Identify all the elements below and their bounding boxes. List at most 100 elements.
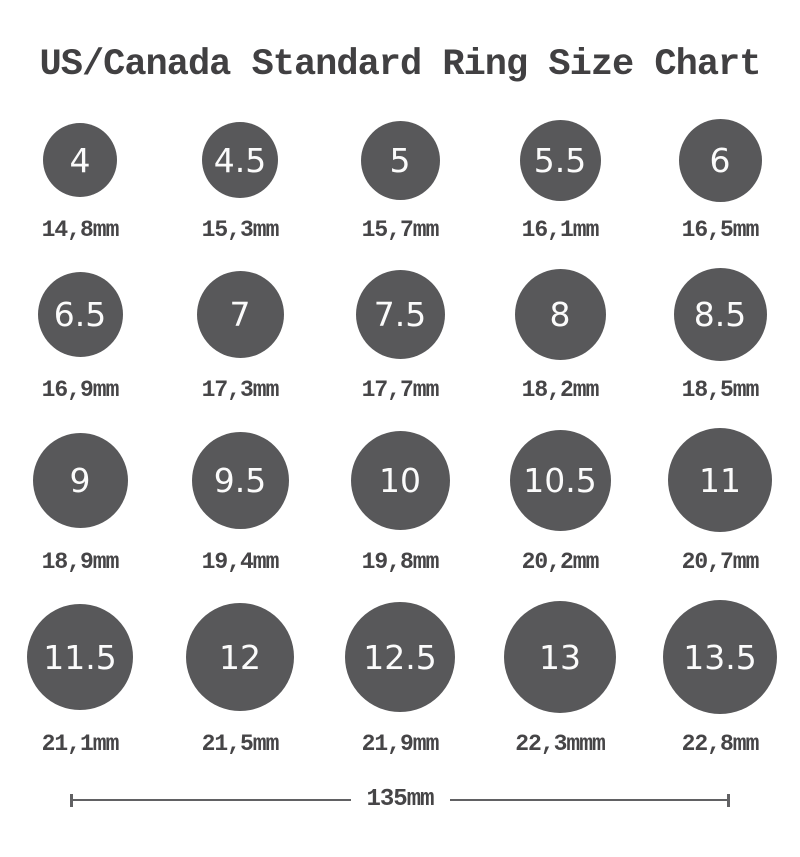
ring-cell: 7 17,3mm xyxy=(160,242,320,402)
ring-circle: 11.5 xyxy=(27,604,133,710)
ring-circle: 7 xyxy=(196,270,284,358)
ring-diameter-label: 17,3mm xyxy=(201,377,280,403)
ring-circle: 8.5 xyxy=(673,267,767,361)
ring-row: 9 18,9mm 9.5 19,4mm 10 19,8mm 10.5 20,2mm 11 20,7… xyxy=(0,402,800,574)
ring-size-number: 8 xyxy=(549,294,571,334)
ring-diameter-label: 21,9mm xyxy=(361,731,440,757)
ring-size-number: 4.5 xyxy=(213,140,267,180)
ring-cell: 13.5 22,8mm xyxy=(640,574,800,756)
ring-size-number: 6 xyxy=(709,140,731,180)
ring-circle-area: 6.5 xyxy=(37,258,123,370)
ring-cell: 10.5 20,2mm xyxy=(480,402,640,574)
ring-row: 4 14,8mm 4.5 15,3mm 5 15,7mm 5.5 16,1mm 6 16,5mm xyxy=(0,110,800,242)
ring-circle-area: 6 xyxy=(678,110,762,210)
ring-circle: 13.5 xyxy=(663,600,777,714)
ring-circle: 6.5 xyxy=(37,271,123,357)
ring-diameter-label: 14,8mm xyxy=(41,217,120,243)
ring-cell: 6.5 16,9mm xyxy=(0,242,160,402)
ring-cell: 4.5 15,3mm xyxy=(160,110,320,242)
ring-size-number: 12 xyxy=(219,637,261,677)
ring-size-number: 10.5 xyxy=(523,460,597,500)
ring-circle-area: 8.5 xyxy=(673,258,767,370)
ring-size-number: 5.5 xyxy=(533,140,587,180)
ring-circle-area: 4.5 xyxy=(202,110,278,210)
ring-circle-area: 7 xyxy=(196,258,284,370)
ring-size-number: 10 xyxy=(379,460,421,500)
ruler-line-left xyxy=(73,799,351,801)
ring-size-number: 12.5 xyxy=(363,637,437,677)
ring-circle: 7.5 xyxy=(355,269,445,359)
ring-circle-area: 10 xyxy=(350,418,450,542)
ring-circle-area: 12 xyxy=(186,590,294,724)
ring-cell: 13 22,3mmm xyxy=(480,574,640,756)
ruler-line-right xyxy=(449,799,728,801)
ring-cell: 12.5 21,9mm xyxy=(320,574,480,756)
ring-size-number: 8.5 xyxy=(693,294,747,334)
ring-diameter-label: 19,8mm xyxy=(361,549,440,575)
ring-diameter-label: 22,3mmm xyxy=(515,731,606,757)
ring-size-number: 13 xyxy=(539,637,581,677)
ring-circle: 9.5 xyxy=(191,431,289,529)
ring-diameter-label: 21,1mm xyxy=(41,731,120,757)
ring-size-number: 13.5 xyxy=(683,637,757,677)
ring-circle-area: 7.5 xyxy=(355,258,445,370)
ring-diameter-label: 18,2mm xyxy=(521,377,600,403)
ring-circle-area: 11 xyxy=(668,418,772,542)
ring-circle: 12 xyxy=(186,603,294,711)
ring-diameter-label: 18,5mm xyxy=(681,377,760,403)
ring-circle-area: 13 xyxy=(504,590,616,724)
ring-size-number: 9 xyxy=(69,460,91,500)
ring-circle: 5 xyxy=(360,120,440,200)
ring-circle-area: 4 xyxy=(43,110,117,210)
ring-size-number: 6.5 xyxy=(53,294,107,334)
ruler-left-cap-icon xyxy=(70,793,73,807)
ring-diameter-label: 16,5mm xyxy=(681,217,760,243)
ring-cell: 4 14,8mm xyxy=(0,110,160,242)
ring-circle: 13 xyxy=(504,601,616,713)
ring-cell: 8 18,2mm xyxy=(480,242,640,402)
ring-cell: 11.5 21,1mm xyxy=(0,574,160,756)
ring-size-number: 7 xyxy=(229,294,251,334)
ring-diameter-label: 19,4mm xyxy=(201,549,280,575)
ruler-label: 135mm xyxy=(366,786,435,813)
ring-cell: 8.5 18,5mm xyxy=(640,242,800,402)
ring-size-number: 7.5 xyxy=(373,294,427,334)
ring-diameter-label: 16,9mm xyxy=(41,377,120,403)
ring-circle-area: 5 xyxy=(360,110,440,210)
ring-circle-area: 9 xyxy=(32,418,128,542)
ring-size-number: 9.5 xyxy=(213,460,267,500)
ring-row: 11.5 21,1mm 12 21,5mm 12.5 21,9mm 13 22,3mmm 13.… xyxy=(0,574,800,756)
ring-circle: 8 xyxy=(514,268,606,360)
ring-circle: 5.5 xyxy=(519,119,601,201)
ring-circle-area: 13.5 xyxy=(663,590,777,724)
ring-circle: 4.5 xyxy=(202,122,278,198)
ring-cell: 5 15,7mm xyxy=(320,110,480,242)
ring-size-number: 11.5 xyxy=(43,637,117,677)
ring-circle-area: 12.5 xyxy=(345,590,455,724)
ring-circle: 11 xyxy=(668,428,772,532)
ring-diameter-label: 18,9mm xyxy=(41,549,120,575)
ring-diameter-label: 22,8mm xyxy=(681,731,760,757)
ring-cell: 9 18,9mm xyxy=(0,402,160,574)
ring-diameter-label: 20,7mm xyxy=(681,549,760,575)
ring-circle: 4 xyxy=(43,123,117,197)
ring-cell: 11 20,7mm xyxy=(640,402,800,574)
ring-circle-area: 9.5 xyxy=(191,418,289,542)
ring-circle: 10 xyxy=(350,430,450,530)
ring-circle-area: 10.5 xyxy=(509,418,611,542)
ring-grid: 4 14,8mm 4.5 15,3mm 5 15,7mm 5.5 16,1mm 6 16,5mm 6… xyxy=(0,110,800,756)
ring-circle-area: 5.5 xyxy=(519,110,601,210)
ring-diameter-label: 20,2mm xyxy=(521,549,600,575)
ring-cell: 6 16,5mm xyxy=(640,110,800,242)
ring-cell: 5.5 16,1mm xyxy=(480,110,640,242)
ring-diameter-label: 15,7mm xyxy=(361,217,440,243)
ring-cell: 10 19,8mm xyxy=(320,402,480,574)
ring-row: 6.5 16,9mm 7 17,3mm 7.5 17,7mm 8 18,2mm 8.5 18,5m… xyxy=(0,242,800,402)
ruler-right-cap-icon xyxy=(727,793,731,807)
ring-cell: 7.5 17,7mm xyxy=(320,242,480,402)
ring-circle: 9 xyxy=(32,432,128,528)
ring-cell: 12 21,5mm xyxy=(160,574,320,756)
ring-size-number: 4 xyxy=(69,140,91,180)
ring-circle-area: 8 xyxy=(514,258,606,370)
